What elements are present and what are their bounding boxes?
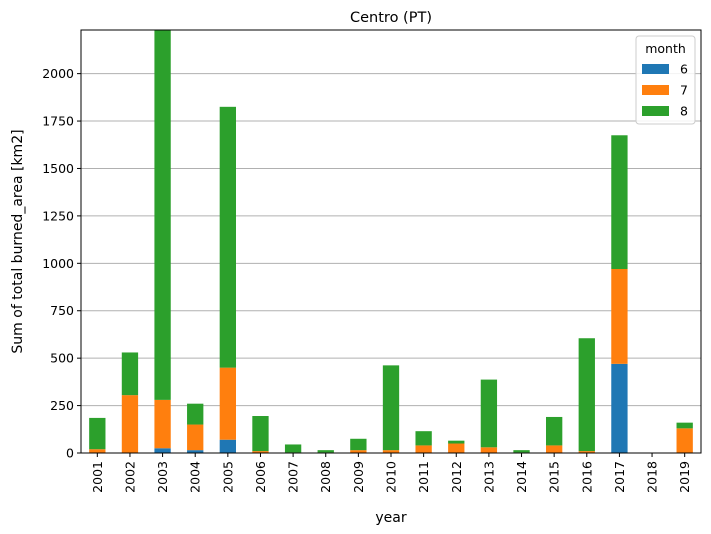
bar-segment: [480, 379, 498, 448]
bar-segment: [382, 450, 400, 453]
x-tick-label: 2002: [122, 461, 137, 493]
bar-segment: [546, 416, 563, 446]
bar-segment: [187, 450, 204, 453]
legend-label: 7: [680, 83, 688, 98]
x-tick-label: 2015: [547, 461, 562, 493]
bar-segment: [578, 338, 595, 452]
y-tick-label: 1000: [42, 256, 74, 271]
bar-segment: [415, 445, 432, 453]
bar-segment: [154, 30, 171, 400]
legend-label: 6: [680, 62, 688, 77]
bar-segment: [611, 269, 628, 364]
y-tick-label: 250: [50, 398, 74, 413]
y-tick-label: 500: [50, 351, 74, 366]
x-tick-label: 2018: [645, 461, 660, 493]
bar-segment: [578, 451, 595, 453]
y-axis-label: Sum of total burned_area [km2]: [10, 129, 26, 353]
y-gridlines: [81, 73, 701, 454]
bar-segment: [611, 363, 628, 453]
x-tick-label: 2008: [318, 461, 333, 493]
x-tick-label: 2003: [155, 461, 170, 493]
bars: [89, 30, 693, 453]
bar-segment: [415, 431, 432, 446]
x-tick-label: 2001: [90, 461, 105, 493]
bar-segment: [546, 445, 563, 453]
chart-title: Centro (PT): [350, 10, 432, 26]
legend-box: [635, 35, 696, 125]
bar-segment: [382, 365, 400, 451]
bar-segment: [252, 416, 269, 452]
bar-segment: [121, 352, 139, 396]
y-tick-label: 1750: [42, 114, 74, 129]
y-tick-label: 2000: [42, 66, 74, 81]
y-tick-label: 0: [66, 446, 74, 461]
bar-segment: [187, 403, 204, 425]
legend-label: 8: [680, 104, 688, 119]
x-tick-label: 2013: [481, 461, 496, 493]
legend: month 6 7 8: [635, 35, 696, 125]
legend-swatch: [642, 85, 669, 95]
bar-segment: [154, 399, 171, 449]
bar-segment: [676, 428, 693, 453]
bar-segment: [154, 448, 171, 453]
y-tick-label: 750: [50, 303, 74, 318]
y-tick-label: 1500: [42, 161, 74, 176]
x-axis-ticks: 2001 2002 2003 2004 2005 2006 2007 2008 2009 2010…: [90, 453, 692, 493]
x-tick-label: 2007: [286, 461, 301, 493]
bar-segment: [676, 422, 693, 429]
y-tick-label: 1250: [42, 208, 74, 223]
bar-segment: [350, 450, 367, 453]
bar-segment: [89, 449, 106, 453]
x-axis-label: year: [375, 510, 406, 526]
bar-segment: [350, 438, 367, 451]
bar-segment: [284, 444, 302, 453]
x-tick-label: 2009: [351, 461, 366, 493]
bar-segment: [448, 443, 465, 453]
bar-segment: [219, 367, 236, 440]
bar-segment: [89, 417, 106, 450]
x-tick-label: 2011: [416, 461, 431, 493]
x-tick-label: 2012: [449, 461, 464, 493]
x-tick-label: 2019: [677, 461, 692, 493]
x-tick-label: 2005: [220, 461, 235, 493]
x-tick-label: 2017: [612, 461, 627, 493]
x-tick-label: 2006: [253, 461, 268, 493]
bar-segment: [219, 106, 236, 368]
legend-swatch: [642, 64, 669, 74]
bar-segment: [513, 450, 530, 453]
x-tick-label: 2010: [384, 461, 399, 493]
bar-segment: [317, 450, 334, 453]
x-tick-label: 2014: [514, 461, 529, 493]
y-axis-ticks: 0 250 500 750 1000 1250 1500 1750 2000: [42, 66, 81, 461]
legend-swatch: [642, 106, 669, 116]
x-tick-label: 2016: [579, 461, 594, 493]
legend-title: month: [645, 41, 686, 56]
x-tick-label: 2004: [188, 461, 203, 493]
bar-segment: [187, 424, 204, 451]
bar-segment: [252, 451, 269, 453]
bar-segment: [121, 395, 139, 453]
bar-segment: [611, 135, 628, 270]
bar-segment: [480, 447, 498, 453]
bar-segment: [448, 440, 465, 444]
bar-segment: [219, 439, 236, 453]
